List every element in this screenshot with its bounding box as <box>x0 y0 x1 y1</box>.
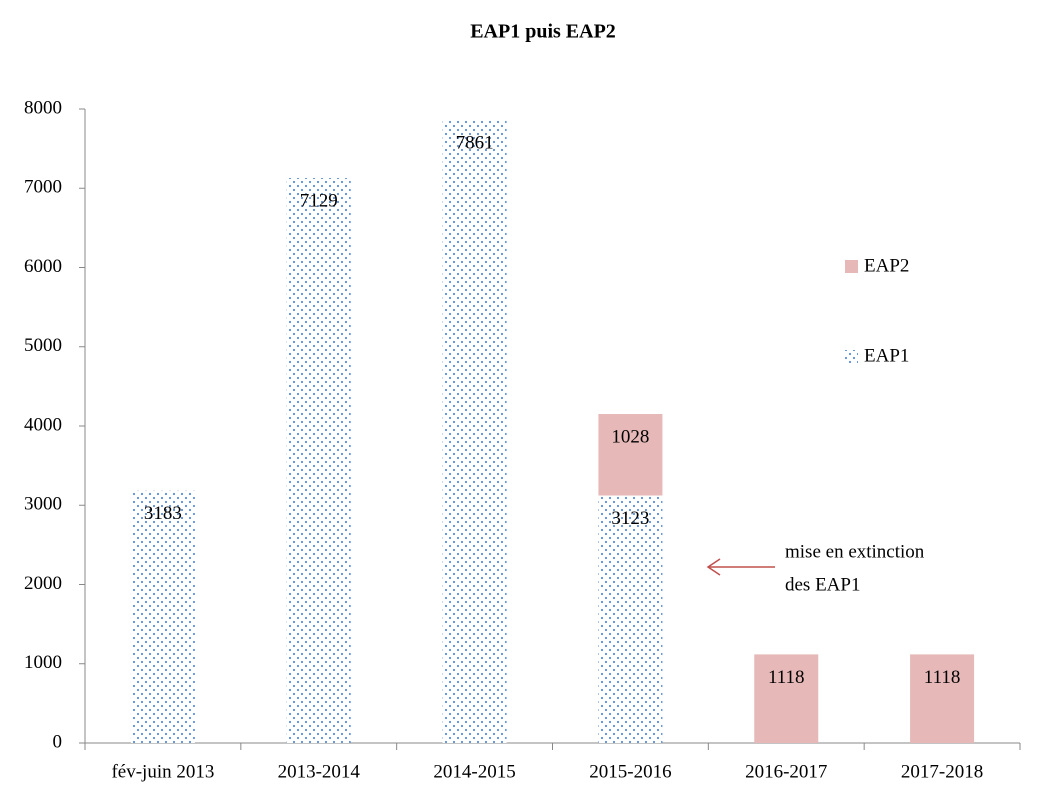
y-tick-label: 6000 <box>24 256 62 277</box>
y-tick-label: 4000 <box>24 414 62 435</box>
data-label: 7861 <box>456 132 494 153</box>
annotation: mise en extinction <box>785 541 925 562</box>
y-tick-label: 8000 <box>24 97 62 118</box>
y-tick-label: 1000 <box>24 652 62 673</box>
chart-title: EAP1 puis EAP2 <box>470 21 616 43</box>
data-label: 3183 <box>144 503 182 524</box>
bar-segment <box>754 654 819 743</box>
bar-segment <box>442 120 507 743</box>
bar-segment <box>598 414 663 496</box>
y-tick-label: 0 <box>53 731 63 752</box>
annotation-arrowhead <box>706 558 721 576</box>
data-label: 1118 <box>924 667 961 688</box>
y-tick-label: 7000 <box>24 177 62 198</box>
x-tick-label: 2016-2017 <box>745 761 827 782</box>
y-tick-label: 3000 <box>24 494 62 515</box>
x-tick-label: 2014-2015 <box>433 761 515 782</box>
x-tick-label: fév-juin 2013 <box>111 761 214 782</box>
y-tick-label: 5000 <box>24 335 62 356</box>
bar-segment <box>910 654 975 743</box>
legend-swatch <box>845 350 858 363</box>
bar-segment <box>130 490 195 743</box>
x-tick-label: 2013-2014 <box>278 761 361 782</box>
data-label: 7129 <box>300 190 338 211</box>
bar-segment <box>286 178 351 744</box>
y-tick-label: 2000 <box>24 573 62 594</box>
data-label: 1118 <box>768 667 805 688</box>
data-label: 1028 <box>611 426 649 447</box>
bar-segment <box>598 495 663 743</box>
annotation: des EAP1 <box>785 574 860 595</box>
legend-swatch <box>845 260 858 273</box>
x-tick-label: 2017-2018 <box>901 761 983 782</box>
data-label: 3123 <box>611 508 649 529</box>
legend-label: EAP1 <box>864 345 909 366</box>
x-tick-label: 2015-2016 <box>589 761 671 782</box>
legend-label: EAP2 <box>864 255 909 276</box>
